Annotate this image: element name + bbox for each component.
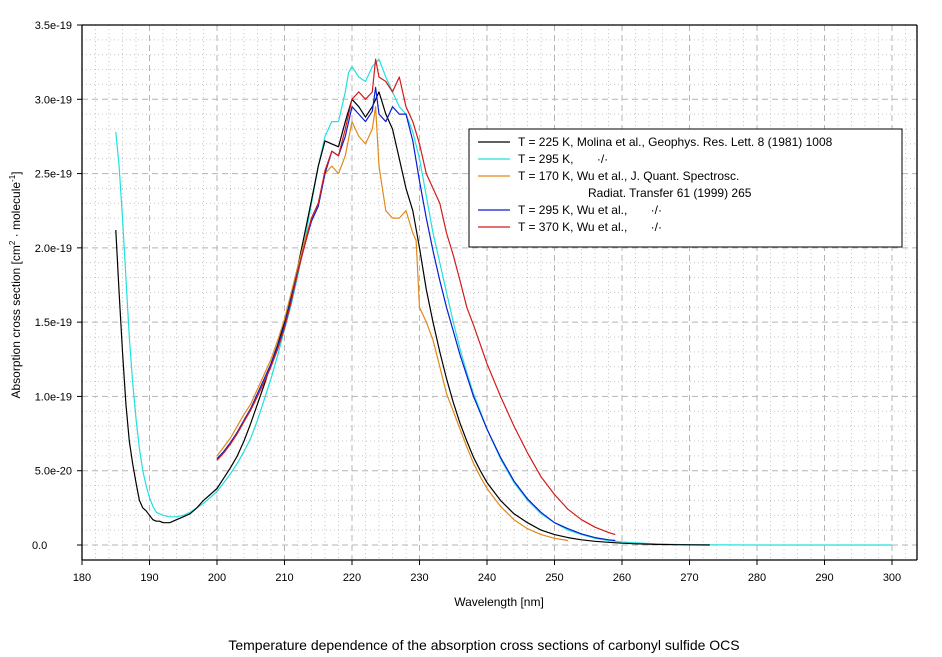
chart-title: Temperature dependence of the absorption…	[228, 637, 739, 653]
legend-item: T = 370 K, Wu et al., ·/·	[478, 220, 662, 234]
x-axis-ticks: 180 190 200 210 220 230 240 250 260 270 280 290 300	[73, 560, 901, 584]
x-tick-label: 230	[410, 572, 428, 584]
legend-item: T = 225 K, Molina et al., Geophys. Res. …	[478, 135, 833, 149]
y-tick-label: 3.0e-19	[35, 94, 72, 106]
legend-label: T = 225 K, Molina et al., Geophys. Res. …	[518, 135, 833, 149]
y-tick-label: 2.0e-19	[35, 243, 72, 255]
y-tick-label: 0.0	[32, 540, 47, 552]
legend-label: T = 370 K, Wu et al., ·/·	[518, 220, 662, 234]
axes	[81, 24, 918, 561]
legend-item: T = 295 K, ·/·	[478, 152, 608, 166]
series-line-4	[216, 58, 616, 536]
x-tick-label: 270	[680, 572, 698, 584]
legend-label: T = 295 K, ·/·	[518, 152, 608, 166]
y-tick-label: 1.5e-19	[35, 317, 72, 329]
x-tick-label: 290	[815, 572, 833, 584]
y-axis-title-end: ]	[9, 171, 23, 174]
y-axis-title: Absorption cross section [cm2 · molecule…	[8, 171, 23, 398]
y-tick-label: 5.0e-20	[35, 466, 72, 478]
x-tick-label: 190	[140, 572, 158, 584]
legend-label: T = 295 K, Wu et al., ·/·	[518, 203, 662, 217]
x-tick-label: 280	[748, 572, 766, 584]
x-tick-label: 250	[545, 572, 563, 584]
y-axis-ticks: 0.0 5.0e-20 1.0e-19 1.5e-19 2.0e-19 2.5e-19 3.…	[32, 20, 82, 552]
x-tick-label: 210	[275, 572, 293, 584]
x-tick-label: 240	[478, 572, 496, 584]
legend-label: T = 170 K, Wu et al., J. Quant. Spectros…	[518, 169, 739, 183]
legend: T = 225 K, Molina et al., Geophys. Res. …	[468, 128, 903, 248]
x-tick-label: 180	[73, 572, 91, 584]
x-tick-label: 200	[208, 572, 226, 584]
y-tick-label: 2.5e-19	[35, 169, 72, 181]
y-axis-title-sup2: -1	[8, 174, 17, 182]
legend-item: T = 295 K, Wu et al., ·/·	[478, 203, 662, 217]
series-layer	[115, 58, 892, 546]
y-axis-title-sup1: 2	[8, 240, 17, 245]
minor-grid	[82, 25, 917, 561]
legend-item: T = 170 K, Wu et al., J. Quant. Spectros…	[478, 169, 752, 200]
series-line-1	[115, 58, 892, 546]
legend-label: Radiat. Transfer 61 (1999) 265	[588, 186, 752, 200]
series-line-0	[115, 91, 710, 546]
series-line-3	[216, 86, 616, 542]
y-axis-title-mid: · molecule	[9, 182, 23, 241]
x-tick-label: 260	[613, 572, 631, 584]
x-tick-label: 220	[343, 572, 361, 584]
series-line-2	[216, 106, 569, 542]
y-axis-title-main: Absorption cross section [cm	[9, 245, 23, 398]
x-tick-label: 300	[883, 572, 901, 584]
major-grid	[82, 25, 917, 560]
y-tick-label: 3.5e-19	[35, 20, 72, 32]
legend-items: T = 225 K, Molina et al., Geophys. Res. …	[478, 135, 833, 234]
y-tick-label: 1.0e-19	[35, 391, 72, 403]
x-axis-title: Wavelength [nm]	[454, 595, 544, 609]
legend-box	[468, 128, 903, 248]
